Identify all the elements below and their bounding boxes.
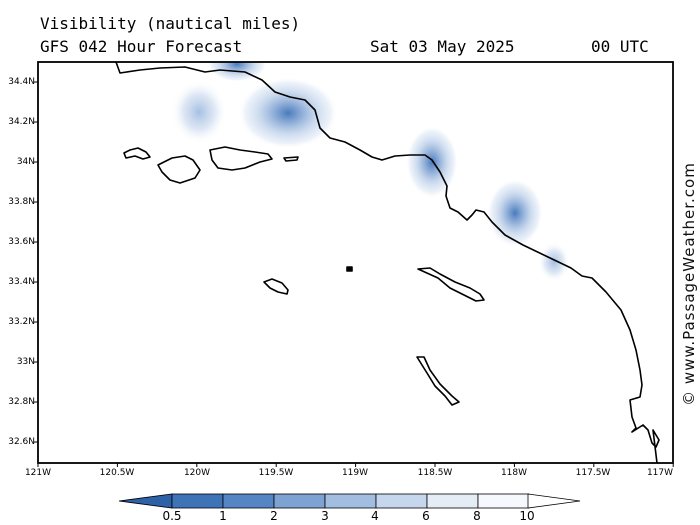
legend-swatch (171, 493, 224, 509)
legend-label: 4 (371, 509, 379, 523)
lat-tick-label: 32.6N (8, 437, 35, 447)
copyright-credit: © www.PassageWeather.com (680, 162, 698, 406)
forecast-time: 00 UTC (591, 37, 649, 56)
map-frame (37, 61, 674, 464)
legend-swatch (273, 493, 326, 509)
lat-tick-label: 33.4N (8, 277, 35, 287)
lat-tick-label: 32.8N (8, 397, 35, 407)
coastline (115, 62, 660, 463)
lat-tick-label: 33.6N (8, 237, 35, 247)
legend-label: 10 (519, 509, 535, 523)
legend-colorbar (118, 493, 581, 509)
lon-tick-label: 117.5W (575, 468, 611, 478)
legend-swatch (426, 493, 479, 509)
lon-tick-label: 118W (500, 468, 528, 478)
legend-low-arrow (118, 493, 173, 509)
legend-label: 8 (473, 509, 481, 523)
legend-label: 3 (321, 509, 329, 523)
legend-swatch (477, 493, 530, 509)
legend-high-arrow (527, 493, 581, 509)
lon-tick-label: 117W (646, 468, 674, 478)
lat-tick-label: 34.2N (8, 117, 35, 127)
forecast-date: Sat 03 May 2025 (370, 37, 515, 56)
low-visibility-areas (171, 62, 570, 282)
axis-ticks (34, 81, 674, 467)
legend-label: 6 (422, 509, 430, 523)
legend-label: 2 (270, 509, 278, 523)
legend-swatch (324, 493, 377, 509)
lat-tick-label: 33.8N (8, 197, 35, 207)
forecast-label: GFS 042 Hour Forecast (40, 37, 243, 56)
lat-tick-label: 33.2N (8, 317, 35, 327)
lon-tick-label: 119.5W (258, 468, 294, 478)
lat-tick-label: 34.4N (8, 77, 35, 87)
legend-label: 0.5 (162, 509, 182, 523)
lat-tick-label: 34N (16, 157, 35, 167)
lat-tick-label: 33N (16, 357, 35, 367)
lon-tick-label: 121W (24, 468, 52, 478)
lon-tick-label: 120W (183, 468, 211, 478)
lon-tick-label: 118.5W (417, 468, 453, 478)
legend-label: 1 (219, 509, 227, 523)
lon-tick-label: 119W (341, 468, 369, 478)
chart-title: Visibility (nautical miles) (40, 14, 301, 33)
legend-swatch (222, 493, 275, 509)
lon-tick-label: 120.5W (99, 468, 135, 478)
legend-swatch (375, 493, 428, 509)
